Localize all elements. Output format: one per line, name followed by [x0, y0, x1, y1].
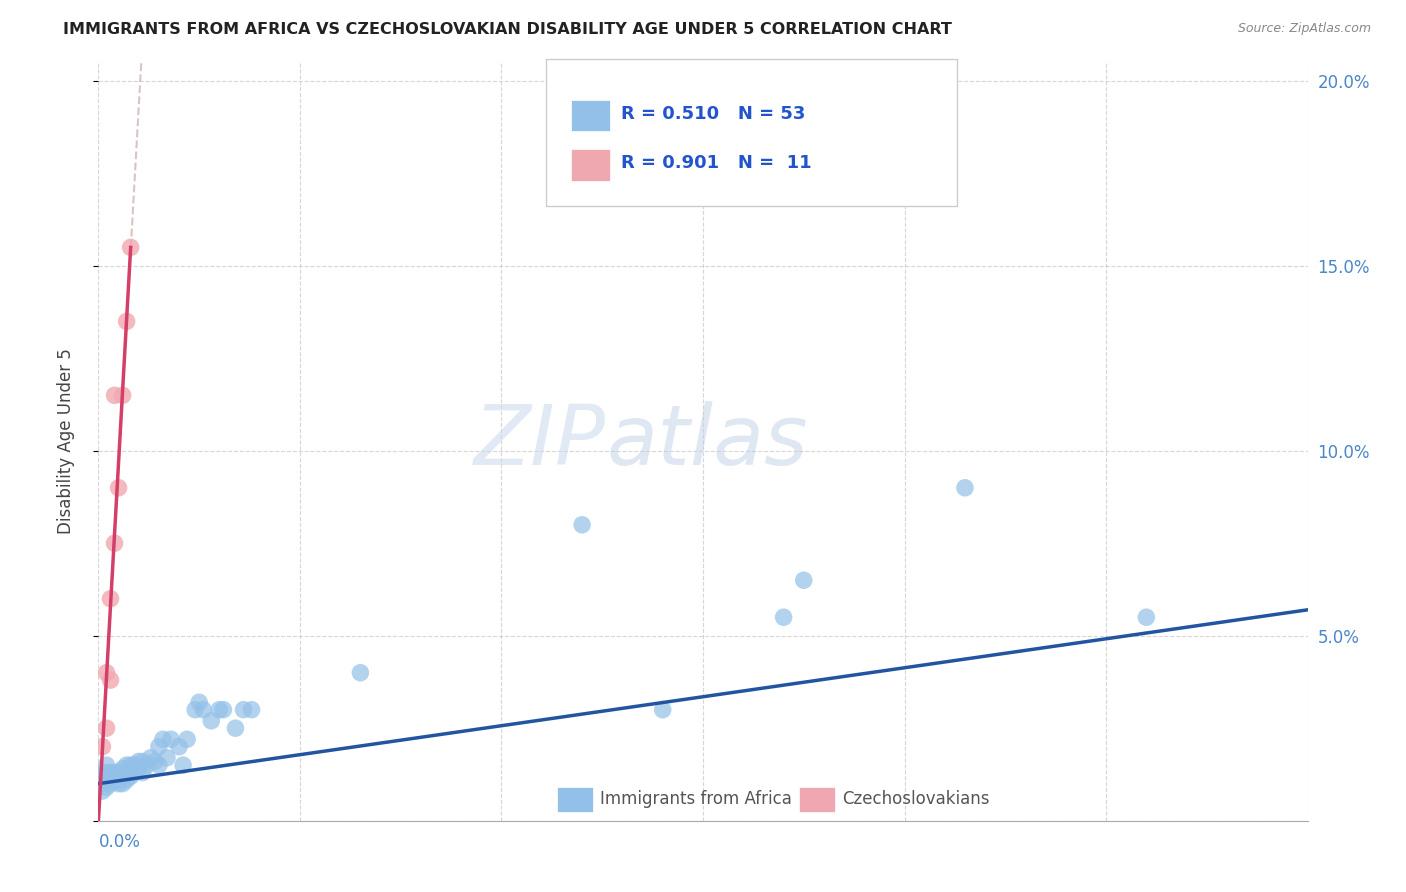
Point	[167, 739, 190, 754]
Point	[232, 703, 254, 717]
Point	[139, 751, 162, 765]
Point	[124, 765, 146, 780]
Point	[953, 481, 976, 495]
Point	[148, 739, 170, 754]
Point	[107, 481, 129, 495]
Point	[184, 703, 207, 717]
Point	[176, 732, 198, 747]
Text: 0.0%: 0.0%	[98, 833, 141, 851]
Point	[172, 758, 194, 772]
Point	[120, 769, 142, 783]
Point	[193, 703, 215, 717]
Point	[115, 314, 138, 328]
Point	[103, 772, 125, 787]
Point	[1135, 610, 1157, 624]
Point	[107, 777, 129, 791]
Point	[772, 610, 794, 624]
Point	[124, 758, 146, 772]
FancyBboxPatch shape	[546, 59, 957, 207]
Point	[132, 755, 155, 769]
Point	[91, 784, 114, 798]
Text: IMMIGRANTS FROM AFRICA VS CZECHOSLOVAKIAN DISABILITY AGE UNDER 5 CORRELATION CHA: IMMIGRANTS FROM AFRICA VS CZECHOSLOVAKIA…	[63, 22, 952, 37]
Point	[651, 703, 673, 717]
FancyBboxPatch shape	[799, 787, 835, 813]
Point	[115, 765, 138, 780]
Point	[111, 762, 134, 776]
Text: R = 0.510   N = 53: R = 0.510 N = 53	[621, 105, 806, 123]
Point	[96, 721, 118, 735]
Point	[100, 673, 122, 687]
Point	[91, 777, 114, 791]
Text: Czechoslovakians: Czechoslovakians	[842, 790, 990, 808]
Text: R = 0.901   N =  11: R = 0.901 N = 11	[621, 154, 811, 172]
Text: ZIP: ZIP	[474, 401, 606, 482]
FancyBboxPatch shape	[571, 100, 610, 131]
Point	[152, 732, 174, 747]
Point	[103, 536, 125, 550]
Point	[212, 703, 235, 717]
Point	[107, 765, 129, 780]
Point	[120, 240, 142, 254]
FancyBboxPatch shape	[571, 149, 610, 181]
Point	[224, 721, 246, 735]
Point	[91, 769, 114, 783]
Point	[100, 769, 122, 783]
Point	[240, 703, 263, 717]
Point	[793, 573, 815, 587]
Point	[208, 703, 231, 717]
Point	[135, 758, 157, 772]
Point	[188, 695, 211, 709]
Text: Immigrants from Africa: Immigrants from Africa	[600, 790, 792, 808]
Point	[349, 665, 371, 680]
Point	[115, 758, 138, 772]
Point	[143, 755, 166, 769]
Point	[115, 772, 138, 787]
Point	[103, 388, 125, 402]
Point	[132, 765, 155, 780]
Point	[111, 388, 134, 402]
Point	[111, 777, 134, 791]
Point	[96, 758, 118, 772]
Point	[96, 780, 118, 795]
Point	[100, 591, 122, 606]
Point	[100, 777, 122, 791]
Text: atlas: atlas	[606, 401, 808, 482]
Point	[148, 758, 170, 772]
Point	[96, 772, 118, 787]
Text: Source: ZipAtlas.com: Source: ZipAtlas.com	[1237, 22, 1371, 36]
Point	[91, 739, 114, 754]
Point	[156, 751, 179, 765]
Point	[160, 732, 183, 747]
Point	[103, 765, 125, 780]
Point	[100, 765, 122, 780]
Y-axis label: Disability Age Under 5: Disability Age Under 5	[56, 349, 75, 534]
Point	[96, 765, 118, 780]
Point	[200, 714, 222, 728]
Point	[107, 772, 129, 787]
Point	[571, 517, 593, 532]
Point	[128, 762, 150, 776]
FancyBboxPatch shape	[557, 787, 593, 813]
Point	[96, 665, 118, 680]
Point	[128, 755, 150, 769]
Point	[111, 769, 134, 783]
Point	[120, 758, 142, 772]
